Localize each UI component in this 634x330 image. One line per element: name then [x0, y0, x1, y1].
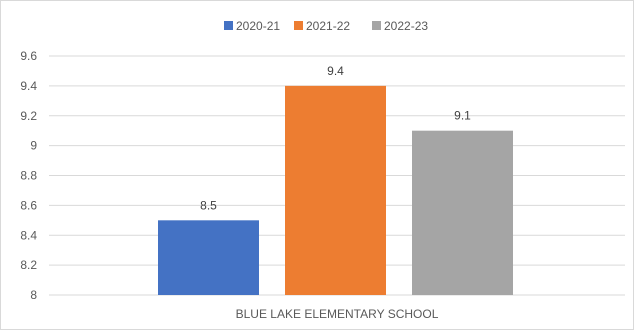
bar-2021-22	[285, 85, 386, 295]
data-labels: 8.5 9.4 9.1	[200, 64, 471, 212]
category-label: BLUE LAKE ELEMENTARY SCHOOL	[236, 307, 439, 321]
y-tick-label: 9.2	[20, 109, 37, 123]
y-tick-label: 8.4	[20, 228, 37, 242]
data-label: 9.1	[454, 109, 471, 123]
bar-2020-21	[158, 220, 259, 295]
y-tick-label: 8.6	[20, 198, 37, 212]
y-tick-label: 9	[30, 139, 37, 153]
data-label: 9.4	[327, 64, 344, 78]
legend-swatch	[294, 21, 303, 30]
legend-swatch	[372, 21, 381, 30]
y-axis-ticks: 8 8.2 8.4 8.6 8.8 9 9.2 9.4 9.6	[20, 49, 37, 302]
legend-label: 2020-21	[236, 19, 280, 33]
y-tick-label: 8	[30, 288, 37, 302]
bar-2022-23	[412, 130, 513, 295]
legend-label: 2021-22	[306, 19, 350, 33]
y-tick-label: 9.6	[20, 49, 37, 63]
y-tick-label: 9.4	[20, 79, 37, 93]
data-label: 8.5	[200, 198, 217, 212]
bars	[158, 85, 513, 295]
legend-swatch	[224, 21, 233, 30]
y-tick-label: 8.8	[20, 169, 37, 183]
legend-label: 2022-23	[384, 19, 428, 33]
y-tick-label: 8.2	[20, 258, 37, 272]
legend: 2020-21 2021-22 2022-23	[224, 19, 428, 33]
